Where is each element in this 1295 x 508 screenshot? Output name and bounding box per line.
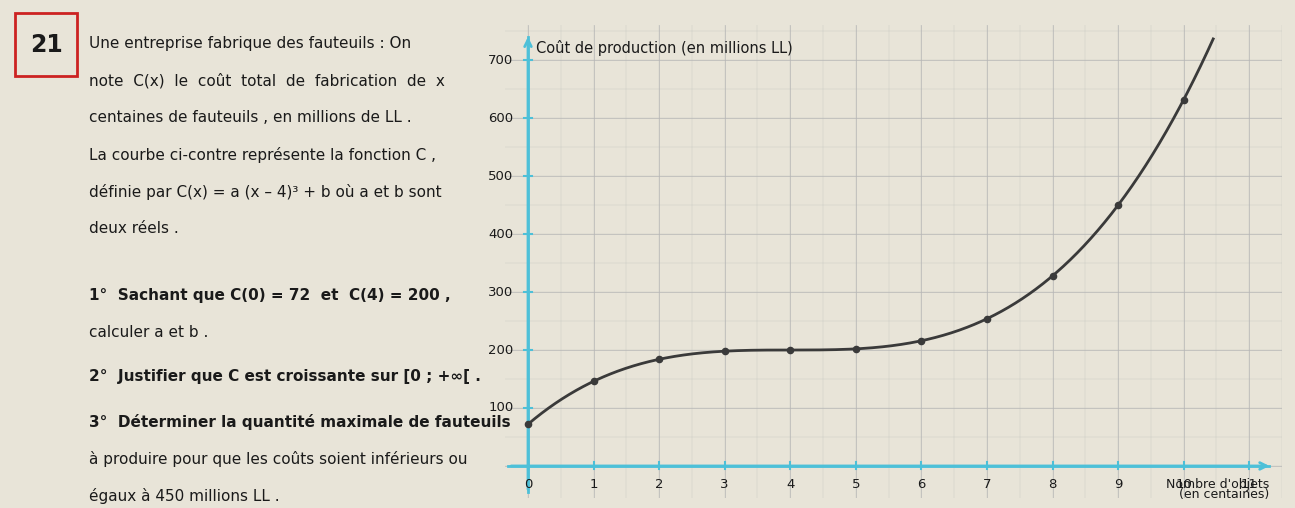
Text: 1°  Sachant que C(0) = 72  et  C(4) = 200 ,: 1° Sachant que C(0) = 72 et C(4) = 200 ,: [89, 288, 451, 303]
Text: 3°  Déterminer la quantité maximale de fauteuils: 3° Déterminer la quantité maximale de fa…: [89, 414, 510, 430]
FancyBboxPatch shape: [16, 13, 76, 76]
Text: 700: 700: [488, 54, 514, 67]
Point: [1042, 272, 1063, 280]
Point: [976, 314, 997, 323]
Text: note  C(x)  le  coût  total  de  fabrication  de  x: note C(x) le coût total de fabrication d…: [89, 73, 445, 88]
Text: 21: 21: [30, 33, 62, 57]
Text: 2°  Justifier que C est croissante sur [0 ; +∞[ .: 2° Justifier que C est croissante sur [0…: [89, 369, 482, 385]
Text: 400: 400: [488, 228, 514, 241]
Text: 7: 7: [983, 478, 991, 491]
Text: 10: 10: [1176, 478, 1193, 491]
Text: Une entreprise fabrique des fauteuils : On: Une entreprise fabrique des fauteuils : …: [89, 36, 412, 51]
Text: calculer a et b .: calculer a et b .: [89, 325, 208, 340]
Text: La courbe ci-contre représente la fonction C ,: La courbe ci-contre représente la foncti…: [89, 147, 436, 163]
Text: à produire pour que les coûts soient inférieurs ou: à produire pour que les coûts soient inf…: [89, 451, 467, 467]
Point: [583, 377, 603, 386]
Text: Coût de production (en millions LL): Coût de production (en millions LL): [536, 40, 793, 56]
Point: [912, 337, 932, 345]
Text: 0: 0: [523, 478, 532, 491]
Text: 500: 500: [488, 170, 514, 182]
Text: 3: 3: [720, 478, 729, 491]
Point: [518, 420, 539, 428]
Text: (en centaines): (en centaines): [1178, 488, 1269, 501]
Text: 200: 200: [488, 343, 514, 357]
Text: 6: 6: [917, 478, 926, 491]
Text: 2: 2: [655, 478, 663, 491]
Point: [846, 345, 866, 353]
Point: [1173, 96, 1194, 104]
Point: [715, 347, 736, 355]
Text: 100: 100: [488, 401, 514, 415]
Text: 300: 300: [488, 285, 514, 299]
Text: définie par C(x) = a (x – 4)³ + b où a et b sont: définie par C(x) = a (x – 4)³ + b où a e…: [89, 184, 442, 200]
Text: Nombre d'objets: Nombre d'objets: [1166, 478, 1269, 491]
Text: 1: 1: [589, 478, 598, 491]
Text: deux réels .: deux réels .: [89, 221, 179, 236]
Text: centaines de fauteuils , en millions de LL .: centaines de fauteuils , en millions de …: [89, 110, 412, 125]
Text: égaux à 450 millions LL .: égaux à 450 millions LL .: [89, 488, 280, 504]
Text: 8: 8: [1049, 478, 1057, 491]
Text: 4: 4: [786, 478, 794, 491]
Text: 600: 600: [488, 112, 514, 124]
Point: [649, 355, 670, 363]
Point: [1107, 201, 1128, 209]
Point: [780, 346, 800, 354]
Text: 11: 11: [1241, 478, 1257, 491]
Text: 5: 5: [852, 478, 860, 491]
Text: 9: 9: [1114, 478, 1123, 491]
